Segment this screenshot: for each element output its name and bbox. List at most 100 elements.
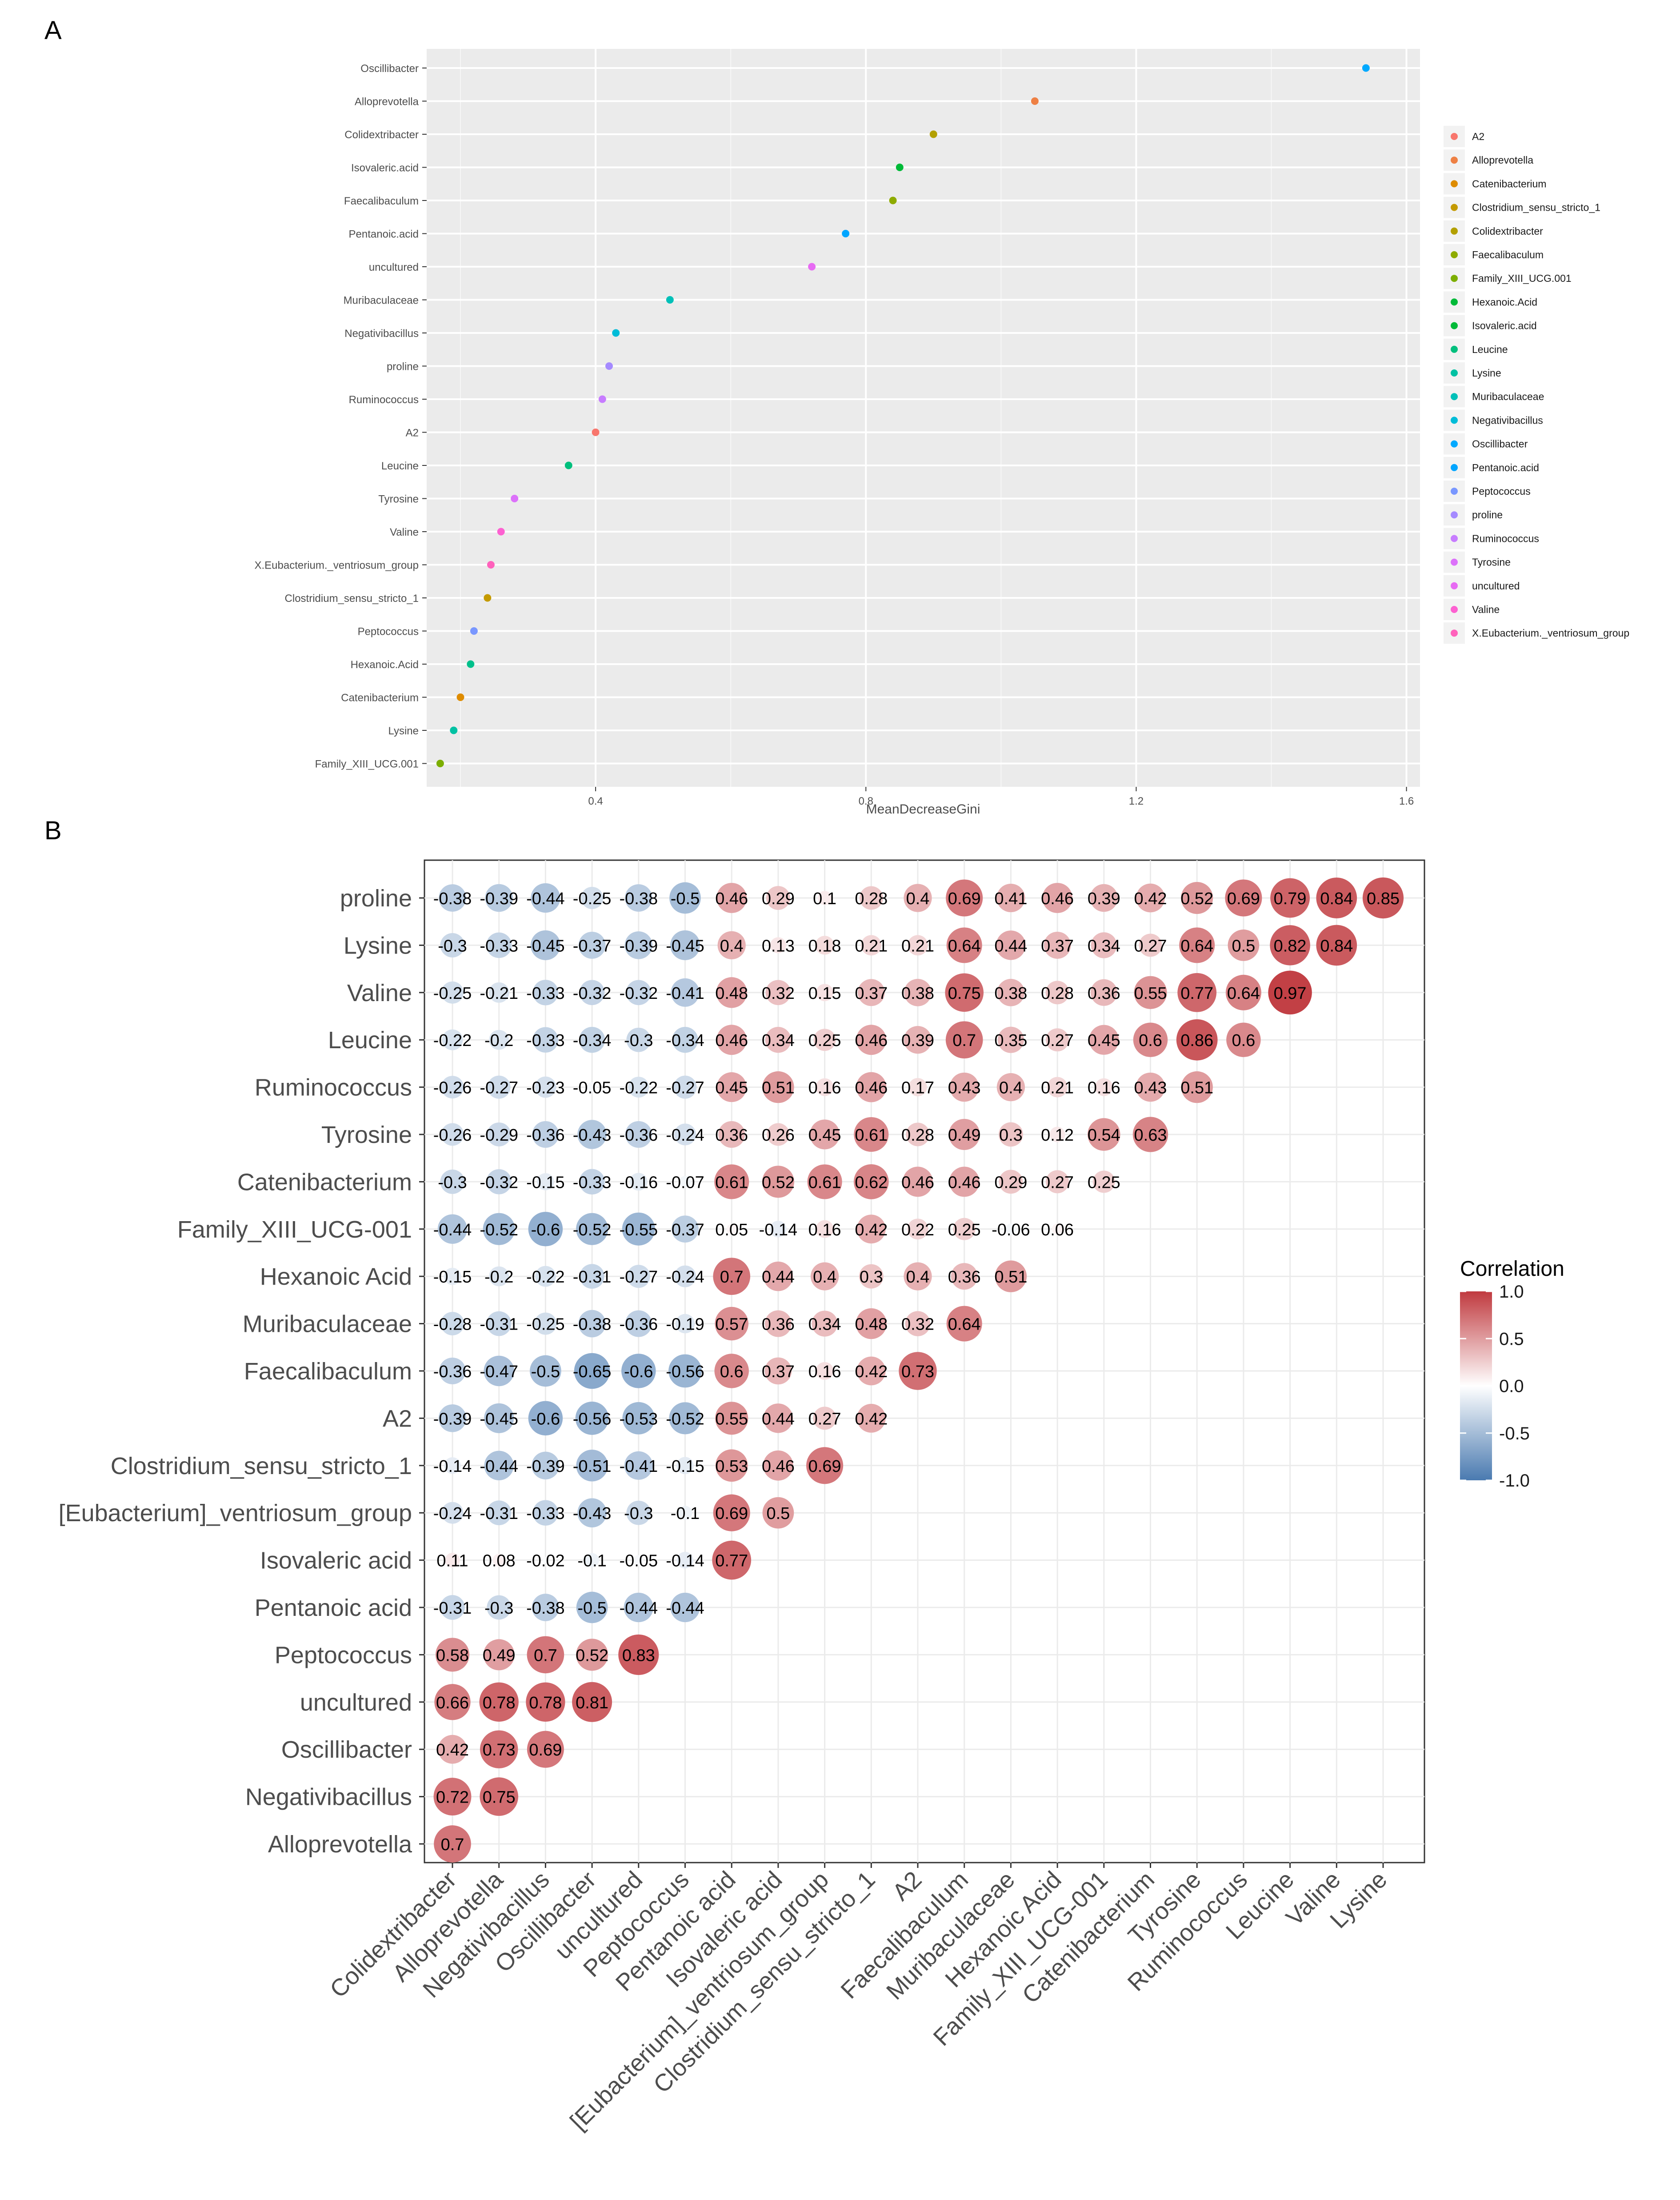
correlation-circle: [624, 1592, 653, 1623]
correlation-circle: [856, 1072, 887, 1102]
correlation-value-label: -0.34: [666, 1031, 704, 1050]
correlation-circle: [715, 1306, 748, 1341]
correlation-circle: [624, 884, 652, 912]
correlation-legend-tick-label: 1.0: [1499, 1282, 1524, 1302]
correlation-value-label: -0.47: [480, 1362, 518, 1381]
correlation-circle: [762, 1166, 794, 1198]
correlation-value-label: 0.46: [715, 890, 748, 908]
correlation-circle: [1095, 1078, 1113, 1096]
dotplot-point: [666, 296, 674, 304]
correlation-value-label: 0.69: [808, 1457, 841, 1476]
correlation-circle: [816, 984, 833, 1002]
correlation-value-label: -0.44: [666, 1599, 704, 1618]
dotplot-y-tick-label: X.Eubacterium._ventriosum_group: [254, 560, 419, 572]
correlation-circle: [807, 1164, 842, 1199]
correlation-value-label: 0.36: [1088, 984, 1120, 1003]
correlation-circle: [624, 1451, 653, 1480]
correlation-value-label: -0.38: [573, 1315, 612, 1334]
correlation-value-label: 0.46: [855, 1031, 888, 1050]
correlation-circle: [949, 1072, 979, 1102]
correlation-circle: [1052, 1223, 1063, 1235]
correlation-value-label: 0.6: [1232, 1031, 1255, 1050]
correlation-circle: [487, 1075, 511, 1099]
dotplot-legend-swatch: [1451, 369, 1458, 377]
correlation-value-label: 0.46: [855, 1079, 888, 1098]
correlation-value-label: -0.32: [480, 1173, 518, 1192]
correlation-value-label: 0.73: [483, 1741, 516, 1759]
correlation-value-label: 0.12: [1041, 1126, 1074, 1145]
correlation-value-label: -0.6: [624, 1362, 653, 1381]
correlation-value-label: 0.3: [860, 1268, 883, 1286]
correlation-value-label: 0.35: [994, 1031, 1027, 1050]
correlation-value-label: 0.61: [808, 1173, 841, 1192]
correlation-circle: [674, 1265, 696, 1287]
correlation-circle: [1268, 970, 1312, 1015]
correlation-row-label: Muribaculaceae: [243, 1311, 412, 1338]
dotplot-legend-label: Tyrosine: [1472, 557, 1511, 568]
correlation-value-label: 0.72: [436, 1788, 469, 1807]
correlation-circle: [945, 1021, 983, 1059]
correlation-circle: [765, 980, 791, 1006]
correlation-circle: [530, 1355, 561, 1387]
correlation-value-label: -0.31: [480, 1315, 518, 1334]
correlation-row-label: Negativibacillus: [245, 1784, 412, 1811]
correlation-circle: [762, 1071, 794, 1103]
correlation-circle: [816, 1078, 834, 1096]
correlation-value-label: -0.15: [526, 1173, 565, 1192]
correlation-value-label: -0.33: [526, 1504, 565, 1523]
correlation-value-label: -0.2: [484, 1031, 513, 1050]
correlation-circle: [439, 884, 466, 912]
correlation-circle: [712, 1540, 752, 1580]
correlation-value-label: -0.33: [526, 1031, 565, 1050]
correlation-value-label: 0.58: [436, 1646, 469, 1665]
correlation-circle: [810, 1262, 839, 1290]
correlation-circle: [532, 1594, 560, 1621]
correlation-value-label: -0.44: [619, 1599, 658, 1618]
correlation-value-label: -0.14: [759, 1221, 798, 1239]
dotplot-legend-label: Family_XIII_UCG.001: [1472, 272, 1572, 284]
dotplot-legend-label: Alloprevotella: [1472, 154, 1533, 166]
correlation-value-label: -0.39: [480, 890, 518, 908]
correlation-circle: [441, 1076, 464, 1099]
correlation-circle: [806, 1447, 844, 1484]
dotplot-legend-label: A2: [1472, 131, 1484, 142]
correlation-value-label: -0.39: [526, 1457, 565, 1476]
correlation-value-label: -0.56: [666, 1362, 704, 1381]
correlation-circle: [479, 1682, 519, 1722]
correlation-value-label: 0.69: [529, 1741, 562, 1759]
correlation-value-label: -0.31: [480, 1504, 518, 1523]
correlation-row-labels: proline Lysine Valine Leucine Ruminococcus Ty…: [59, 885, 424, 1858]
correlation-circle: [859, 1264, 884, 1289]
correlation-value-label: 0.52: [576, 1646, 608, 1665]
correlation-circle: [526, 1682, 565, 1722]
dotplot-x-tick-label: 1.6: [1399, 795, 1414, 807]
correlation-value-label: -0.24: [666, 1268, 704, 1286]
correlation-value-label: -0.34: [573, 1031, 612, 1050]
correlation-circle: [484, 1355, 514, 1387]
correlation-circle: [579, 1027, 605, 1053]
correlation-circle: [675, 1314, 695, 1334]
correlation-value-label: -0.1: [671, 1504, 700, 1523]
correlation-value-label: 0.77: [715, 1552, 748, 1571]
correlation-row-label: Catenibacterium: [237, 1169, 412, 1195]
correlation-circle: [1132, 1117, 1168, 1152]
correlation-circle: [815, 936, 834, 955]
dotplot-legend-label: Clostridium_sensu_stricto_1: [1472, 202, 1600, 213]
correlation-value-label: 0.37: [855, 984, 888, 1003]
correlation-value-label: 0.78: [529, 1694, 562, 1712]
correlation-value-label: 0.61: [715, 1173, 748, 1192]
correlation-circle: [577, 1120, 607, 1149]
dotplot-y-tick-label: proline: [387, 361, 419, 373]
correlation-circle: [1139, 934, 1162, 957]
correlation-value-label: -0.24: [433, 1504, 472, 1523]
correlation-circle: [813, 1029, 836, 1051]
correlation-value-label: -0.43: [573, 1126, 612, 1145]
correlation-circle: [856, 1025, 887, 1055]
correlation-circle: [627, 1265, 650, 1288]
correlation-circle: [581, 887, 604, 909]
correlation-circle: [633, 1555, 644, 1565]
correlation-legend-tick-label: -0.5: [1499, 1424, 1530, 1443]
dotplot-legend-swatch: [1451, 393, 1458, 401]
correlation-value-label: -0.45: [666, 937, 704, 955]
correlation-circle: [951, 1263, 978, 1290]
